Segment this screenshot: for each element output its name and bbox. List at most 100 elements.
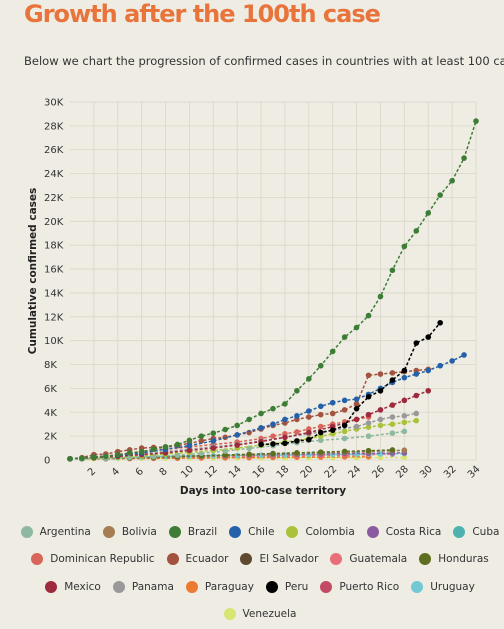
legend-item[interactable]: Honduras xyxy=(419,553,489,566)
data-point xyxy=(389,430,396,436)
data-point xyxy=(353,324,360,331)
legend-label: Costa Rica xyxy=(385,525,442,538)
data-point xyxy=(114,452,121,458)
grid-lines xyxy=(70,101,477,461)
data-point xyxy=(258,424,264,431)
x-tick-label: 24 xyxy=(346,464,363,481)
legend-label: Brazil xyxy=(187,525,218,538)
data-point xyxy=(473,118,479,124)
legend-item[interactable]: Uruguay xyxy=(411,580,475,593)
legend-swatch xyxy=(112,580,125,593)
data-point xyxy=(270,421,276,428)
data-point xyxy=(79,455,85,462)
data-point xyxy=(317,362,324,369)
legend-label: Bolivia xyxy=(121,525,157,538)
legend-swatch xyxy=(45,580,58,593)
data-point xyxy=(341,397,348,404)
x-tick-label: 26 xyxy=(370,464,387,481)
legend-swatch xyxy=(20,525,33,538)
x-tick-label: 32 xyxy=(442,464,459,481)
data-point xyxy=(341,334,348,340)
data-point xyxy=(306,436,312,443)
legend-item[interactable]: Costa Rica xyxy=(366,525,442,538)
data-point xyxy=(67,456,73,462)
data-point xyxy=(270,441,276,447)
data-point xyxy=(449,358,455,364)
y-tick-label: 28K xyxy=(44,121,64,132)
legend-swatch xyxy=(419,553,432,566)
data-point xyxy=(389,267,396,274)
legend-item[interactable]: Puerto Rico xyxy=(320,580,400,593)
data-point xyxy=(258,441,264,448)
data-point xyxy=(437,192,443,198)
legend-label: Uruguay xyxy=(430,580,475,593)
data-point xyxy=(413,228,420,234)
data-point xyxy=(222,426,229,433)
legend-item[interactable]: Colombia xyxy=(286,525,355,538)
legend-item[interactable]: Venezuela xyxy=(223,608,296,621)
x-tick-label: 4 xyxy=(110,466,122,478)
legend-label: El Salvador xyxy=(259,553,319,566)
x-tick-label: 34 xyxy=(466,464,483,481)
legend-swatch xyxy=(366,525,379,538)
data-point xyxy=(413,417,420,424)
data-point xyxy=(306,429,312,436)
data-point xyxy=(353,396,360,402)
x-tick-label: 10 xyxy=(179,464,196,481)
data-point xyxy=(365,312,372,319)
legend-item[interactable]: Argentina xyxy=(20,525,91,538)
data-point xyxy=(317,403,324,410)
series-line xyxy=(261,322,441,446)
legend-item[interactable]: Ecuador xyxy=(166,553,228,566)
y-tick-label: 16K xyxy=(44,265,64,276)
data-point xyxy=(353,401,360,407)
legend-label: Puerto Rico xyxy=(339,580,400,593)
data-point xyxy=(401,397,408,404)
data-point xyxy=(401,367,408,374)
data-point xyxy=(377,387,384,394)
data-point xyxy=(365,411,372,418)
legend-item[interactable]: Guatemala xyxy=(330,553,407,566)
data-point xyxy=(270,450,276,457)
x-tick-label: 30 xyxy=(418,464,435,481)
legend-item[interactable]: Chile xyxy=(229,525,274,538)
legend-item[interactable]: Dominican Republic xyxy=(31,553,155,566)
legend-item[interactable]: El Salvador xyxy=(240,553,319,566)
legend-item[interactable]: Panama xyxy=(112,580,174,593)
data-point xyxy=(389,370,396,376)
data-point xyxy=(198,438,205,444)
legend-item[interactable]: Brazil xyxy=(168,525,218,538)
data-point xyxy=(365,424,372,430)
chart-subtitle: Below we chart the progression of confir… xyxy=(24,54,504,68)
data-point xyxy=(389,447,396,453)
legend-item[interactable]: Paraguay xyxy=(185,580,254,593)
legend-swatch xyxy=(223,608,236,621)
y-axis-title: Cumulative confirmed cases xyxy=(27,188,39,355)
legend-item[interactable]: Mexico xyxy=(45,580,101,593)
legend-item[interactable]: Cuba xyxy=(453,525,499,538)
y-tick-label: 30K xyxy=(44,98,64,109)
y-axis-ticks: 0 2K 4K 6K 8K 10K 12K 14K 16K 18K 20K 22K 24K 26K 28K 3… xyxy=(44,98,64,467)
legend-item[interactable]: Bolivia xyxy=(102,525,157,538)
y-tick-label: 22K xyxy=(44,193,64,204)
data-point xyxy=(210,438,217,444)
legend-item[interactable]: Peru xyxy=(265,580,308,593)
data-point xyxy=(329,399,336,406)
legend-swatch xyxy=(168,525,181,538)
y-tick-label: 18K xyxy=(44,241,64,252)
data-point xyxy=(365,420,372,426)
legend: Argentina Bolivia Brazil Chile Colombia Costa… xyxy=(20,518,499,628)
data-point xyxy=(138,448,145,455)
legend-swatch xyxy=(102,525,115,538)
data-point xyxy=(126,450,133,456)
x-tick-label: 28 xyxy=(394,464,411,481)
x-tick-label: 12 xyxy=(203,464,220,481)
data-point xyxy=(162,444,169,450)
y-tick-label: 12K xyxy=(44,312,64,323)
data-point xyxy=(210,430,217,436)
data-point xyxy=(401,419,408,426)
data-point xyxy=(425,334,432,340)
x-tick-label: 8 xyxy=(158,466,170,478)
y-tick-label: 8K xyxy=(44,360,57,371)
data-point xyxy=(341,435,348,442)
